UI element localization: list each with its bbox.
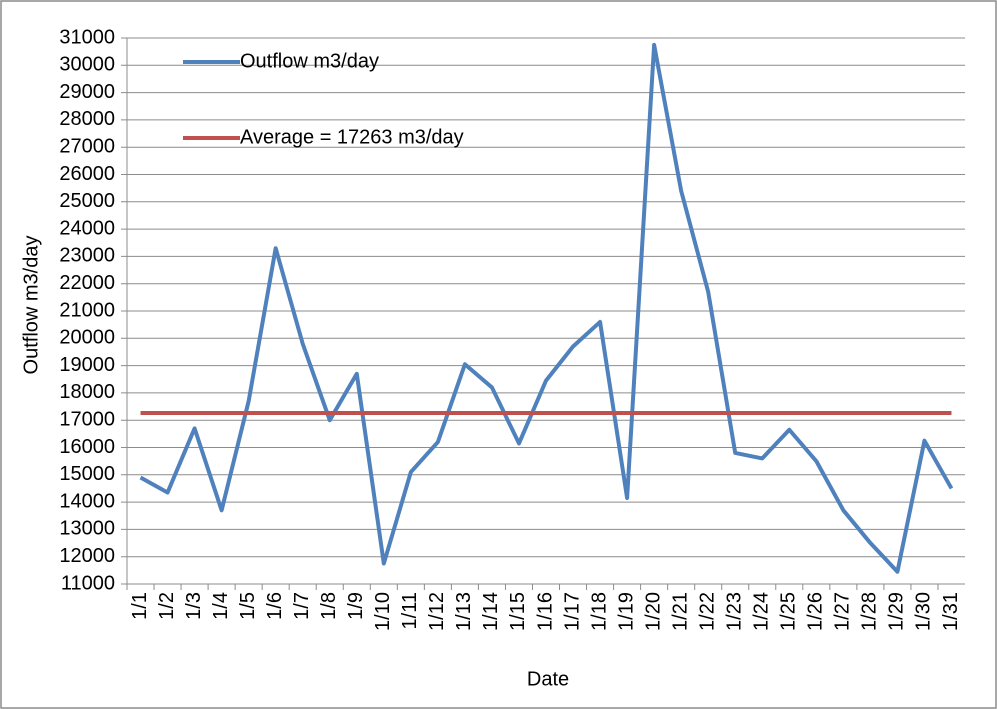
x-tick-label: 1/10 (372, 592, 394, 631)
y-tick-label: 15000 (59, 463, 115, 485)
x-tick-label: 1/21 (669, 592, 691, 631)
y-tick-label: 18000 (59, 381, 115, 403)
y-tick-label: 22000 (59, 272, 115, 294)
x-tick-label: 1/28 (859, 592, 881, 631)
x-tick-label: 1/5 (237, 592, 259, 620)
x-tick-label: 1/14 (480, 592, 502, 631)
y-tick-label: 12000 (59, 545, 115, 567)
y-tick-label: 31000 (59, 26, 115, 48)
y-tick-label: 28000 (59, 108, 115, 130)
x-tick-label: 1/22 (696, 592, 718, 631)
x-tick-label: 1/2 (156, 592, 178, 620)
x-tick-label: 1/7 (291, 592, 313, 620)
x-tick-label: 1/29 (886, 592, 908, 631)
x-tick-label: 1/30 (913, 592, 935, 631)
y-tick-label: 24000 (59, 217, 115, 239)
data-line (139, 42, 954, 574)
y-tick-label: 23000 (59, 245, 115, 267)
y-tick-label: 20000 (59, 327, 115, 349)
x-tick-label: 1/9 (345, 592, 367, 620)
x-tick-label: 1/17 (561, 592, 583, 631)
x-tick-label: 1/8 (318, 592, 340, 620)
x-tick-label: 1/20 (642, 592, 664, 631)
y-tick-label: 27000 (59, 135, 115, 157)
y-tick-label: 11000 (61, 572, 115, 594)
x-tick-label: 1/16 (534, 592, 556, 631)
legend-label: Average = 17263 m3/day (240, 126, 464, 148)
x-tick-label: 1/4 (210, 592, 232, 620)
legend-label: Outflow m3/day (240, 50, 379, 72)
x-tick-label: 1/27 (832, 592, 854, 631)
x-tick-label: 1/1 (129, 592, 151, 620)
x-tick-label: 1/31 (940, 592, 962, 631)
y-tick-label: 30000 (59, 54, 115, 76)
y-tick-label: 16000 (59, 436, 115, 458)
x-tick-label: 1/3 (183, 592, 205, 620)
x-tick-label: 1/19 (615, 592, 637, 631)
x-tick-label: 1/15 (507, 592, 529, 631)
x-axis-label: Date (527, 668, 569, 690)
y-tick-label: 17000 (59, 408, 115, 430)
y-tick-label: 14000 (59, 490, 115, 512)
x-tick-label: 1/24 (751, 592, 773, 631)
x-tick-label: 1/18 (588, 592, 610, 631)
x-tick-label: 1/12 (426, 592, 448, 631)
x-tick-label: 1/25 (778, 592, 800, 631)
x-tick-label: 1/13 (453, 592, 475, 631)
x-tick-label: 1/23 (724, 592, 746, 631)
x-tick-label: 1/6 (264, 592, 286, 620)
y-tick-label: 26000 (59, 163, 115, 185)
y-tick-label: 19000 (59, 354, 115, 376)
x-tick-label: 1/11 (399, 592, 421, 629)
y-tick-label: 13000 (59, 518, 115, 540)
y-tick-label: 25000 (59, 190, 115, 212)
y-tick-label: 29000 (59, 81, 115, 103)
x-tick-label: 1/26 (805, 592, 827, 631)
y-axis-label: Outflow m3/day (20, 236, 42, 375)
y-tick-label: 21000 (59, 299, 115, 321)
